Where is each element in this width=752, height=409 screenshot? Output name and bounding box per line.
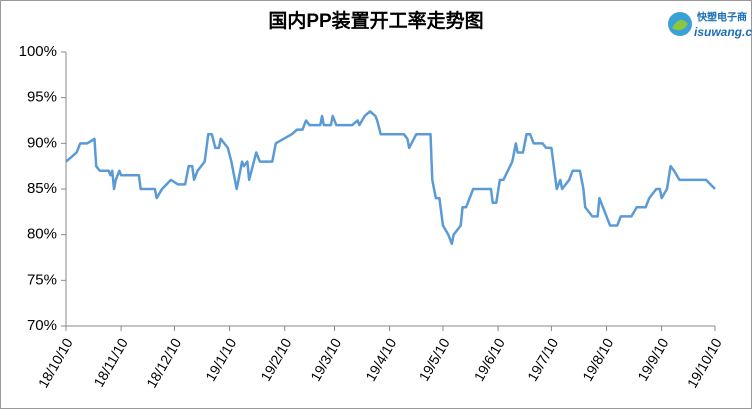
y-tick-label: 100% [19,43,57,60]
chart-title: 国内PP装置开工率走势图 [268,9,483,32]
y-tick-label: 85% [27,180,57,197]
y-tick-label: 95% [27,89,57,106]
y-tick-label: 75% [27,271,57,288]
logo: 快塑电子商 isuwang.co [668,11,752,39]
y-tick-label: 80% [27,226,57,243]
logo-text: 快塑电子商 [696,11,747,24]
series-line [65,110,716,246]
logo-leaf [672,19,688,31]
y-tick-label: 70% [27,317,57,334]
y-tick-label: 90% [27,134,57,151]
logo-url: isuwang.co [694,25,752,39]
